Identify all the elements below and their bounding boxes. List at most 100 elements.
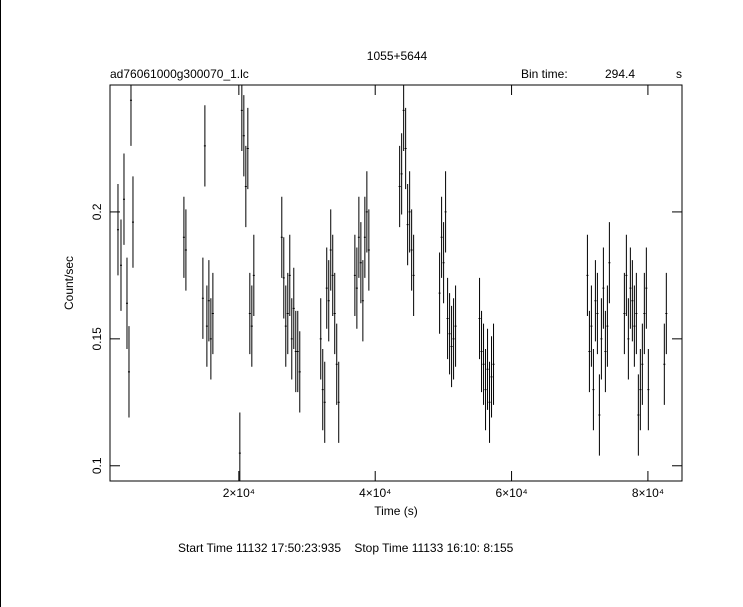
error-bar xyxy=(586,234,589,316)
error-bar xyxy=(327,260,330,342)
error-bar xyxy=(298,331,301,413)
error-bar xyxy=(131,176,134,268)
error-bar xyxy=(286,272,289,355)
error-bar xyxy=(182,196,185,278)
x-tick-label: 2×10⁴ xyxy=(223,486,255,500)
error-bar xyxy=(207,260,210,342)
error-bar xyxy=(490,336,493,418)
error-bar xyxy=(398,145,401,228)
error-bar xyxy=(205,285,208,367)
footer: Start Time 11132 17:50:23:935 Stop Time … xyxy=(178,541,514,555)
error-bar xyxy=(357,196,360,278)
error-bar xyxy=(484,349,487,431)
error-bar xyxy=(442,222,445,304)
plot-marks xyxy=(116,85,668,481)
bin-unit: s xyxy=(676,67,682,81)
error-bar xyxy=(665,272,668,355)
error-bar xyxy=(250,285,253,367)
error-bar xyxy=(641,323,644,405)
y-tick-label: 0.2 xyxy=(90,203,104,220)
error-bar xyxy=(590,285,593,367)
error-bar xyxy=(238,412,241,481)
error-bar xyxy=(400,133,403,215)
error-bar xyxy=(663,323,666,405)
error-bar xyxy=(122,153,125,245)
error-bar xyxy=(116,184,119,276)
error-bar xyxy=(478,277,481,360)
error-bar xyxy=(596,272,599,355)
error-bar xyxy=(323,361,326,443)
error-bar xyxy=(325,247,328,329)
x-axis-label: Time (s) xyxy=(374,504,418,518)
error-bar xyxy=(282,237,285,319)
error-bar xyxy=(635,272,638,355)
error-bar xyxy=(639,349,642,431)
error-bar xyxy=(592,349,595,431)
error-bar xyxy=(450,305,453,388)
error-bar xyxy=(406,184,409,266)
error-bar xyxy=(606,285,609,367)
error-bar xyxy=(627,298,630,380)
error-bar xyxy=(240,85,243,151)
error-bar xyxy=(361,260,364,342)
bin-value: 294.4 xyxy=(605,67,635,81)
error-bar xyxy=(203,105,206,187)
error-bar xyxy=(629,247,632,329)
error-bar xyxy=(363,196,366,278)
error-bar xyxy=(647,349,650,431)
error-bar xyxy=(244,145,247,228)
error-bar xyxy=(367,209,370,291)
error-bar xyxy=(643,272,646,355)
error-bar xyxy=(488,361,491,443)
error-bar xyxy=(602,247,605,329)
error-bar xyxy=(444,171,447,253)
error-bar xyxy=(252,234,255,316)
error-bar xyxy=(127,326,130,418)
error-bar xyxy=(337,361,340,443)
error-bar xyxy=(446,277,449,360)
error-bar xyxy=(440,196,443,278)
error-bar xyxy=(319,298,322,380)
error-bar xyxy=(359,222,362,304)
error-bar xyxy=(492,323,495,405)
error-bar xyxy=(294,310,297,393)
error-bar xyxy=(402,85,405,151)
x-tick-label: 8×10⁴ xyxy=(632,486,664,500)
error-bar xyxy=(600,298,603,380)
error-bar xyxy=(331,234,334,316)
error-bar xyxy=(404,107,407,190)
error-bar xyxy=(292,267,295,349)
error-bar xyxy=(288,234,291,316)
error-bar xyxy=(284,285,287,367)
error-bar xyxy=(410,209,413,291)
x-tick-label: 6×10⁴ xyxy=(495,486,527,500)
error-bar xyxy=(608,222,611,304)
error-bar xyxy=(480,310,483,393)
error-bar xyxy=(290,298,293,380)
error-bar xyxy=(353,234,356,316)
error-bar xyxy=(412,234,415,316)
error-bar xyxy=(201,257,204,339)
error-bar xyxy=(365,171,368,253)
error-bar xyxy=(321,349,324,431)
error-bar xyxy=(594,260,597,342)
error-bar xyxy=(329,209,332,291)
y-tick-label: 0.15 xyxy=(90,327,104,351)
error-bar xyxy=(637,374,640,456)
error-bar xyxy=(119,219,122,311)
error-bar xyxy=(209,298,212,380)
y-tick-label: 0.1 xyxy=(90,457,104,474)
error-bar xyxy=(482,323,485,405)
error-bar xyxy=(246,107,249,190)
error-bar xyxy=(598,374,601,456)
error-bar xyxy=(333,272,336,355)
error-bar xyxy=(623,272,626,355)
error-bar xyxy=(242,95,245,177)
error-bar xyxy=(211,272,214,355)
error-bar xyxy=(355,247,358,329)
plot-frame xyxy=(109,84,683,482)
error-bar xyxy=(588,310,591,393)
error-bar xyxy=(408,171,411,253)
